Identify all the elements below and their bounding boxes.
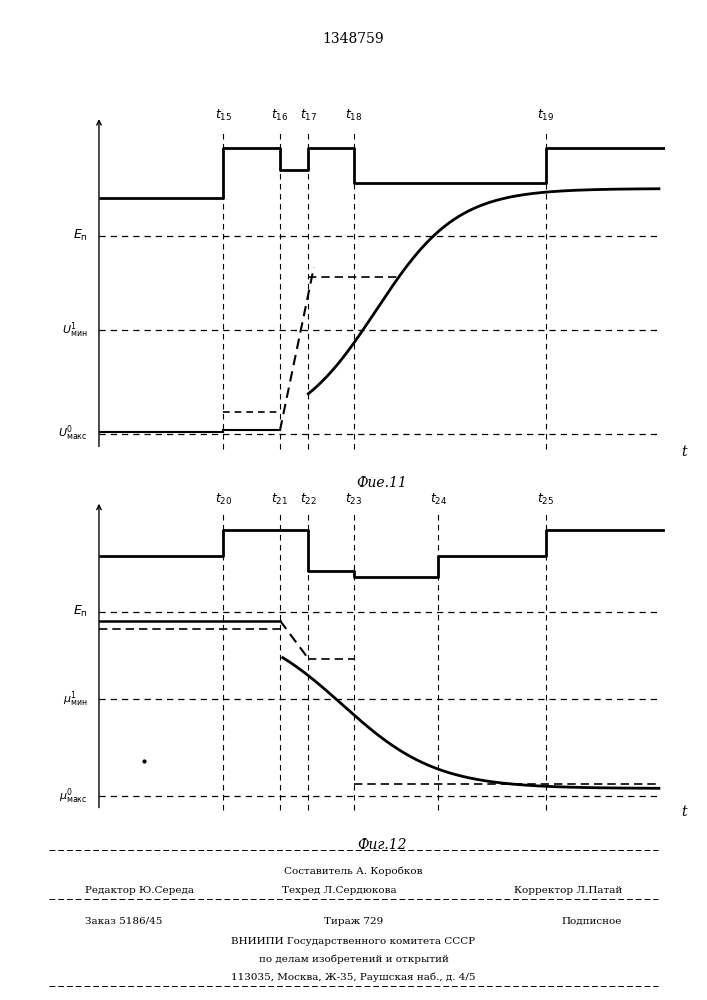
Text: Подписное: Подписное	[562, 917, 622, 926]
Text: $t_{23}$: $t_{23}$	[345, 492, 362, 507]
Text: Редактор Ю.Середа: Редактор Ю.Середа	[85, 886, 194, 895]
Text: $U^{1}_{\text{мин}}$: $U^{1}_{\text{мин}}$	[62, 320, 88, 340]
Text: $\mu^{1}_{\text{мин}}$: $\mu^{1}_{\text{мин}}$	[63, 690, 88, 709]
Text: Заказ 5186/45: Заказ 5186/45	[85, 917, 162, 926]
Text: $\mu^{0}_{\text{макс}}$: $\mu^{0}_{\text{макс}}$	[59, 786, 88, 806]
Text: $E_{\text{п}}$: $E_{\text{п}}$	[73, 228, 88, 243]
Text: t: t	[682, 445, 687, 459]
Text: t: t	[682, 805, 687, 819]
Text: $t_{19}$: $t_{19}$	[537, 107, 554, 123]
Text: Тираж 729: Тираж 729	[324, 917, 383, 926]
Text: $t_{18}$: $t_{18}$	[345, 107, 362, 123]
Text: Фиг.12: Фиг.12	[357, 838, 407, 852]
Text: Техред Л.Сердюкова: Техред Л.Сердюкова	[282, 886, 397, 895]
Text: $t_{16}$: $t_{16}$	[271, 107, 288, 123]
Text: Фие.11: Фие.11	[356, 476, 407, 490]
Text: 1348759: 1348759	[322, 32, 385, 46]
Text: по делам изобретений и открытий: по делам изобретений и открытий	[259, 955, 448, 964]
Text: ВНИИПИ Государственного комитета СССР: ВНИИПИ Государственного комитета СССР	[231, 937, 476, 946]
Text: $t_{24}$: $t_{24}$	[430, 492, 447, 507]
Text: $t_{17}$: $t_{17}$	[300, 107, 317, 123]
Text: 113035, Москва, Ж-35, Раушская наб., д. 4/5: 113035, Москва, Ж-35, Раушская наб., д. …	[231, 973, 476, 982]
Text: $t_{15}$: $t_{15}$	[215, 107, 232, 123]
Text: $t_{20}$: $t_{20}$	[215, 492, 232, 507]
Text: $t_{21}$: $t_{21}$	[271, 492, 288, 507]
Text: Корректор Л.Патай: Корректор Л.Патай	[514, 886, 622, 895]
Text: $t_{22}$: $t_{22}$	[300, 492, 317, 507]
Text: Составитель А. Коробков: Составитель А. Коробков	[284, 866, 423, 876]
Text: $E_{\text{п}}$: $E_{\text{п}}$	[73, 604, 88, 619]
Text: $U^{0}_{\text{макс}}$: $U^{0}_{\text{макс}}$	[59, 424, 88, 443]
Text: $t_{25}$: $t_{25}$	[537, 492, 554, 507]
